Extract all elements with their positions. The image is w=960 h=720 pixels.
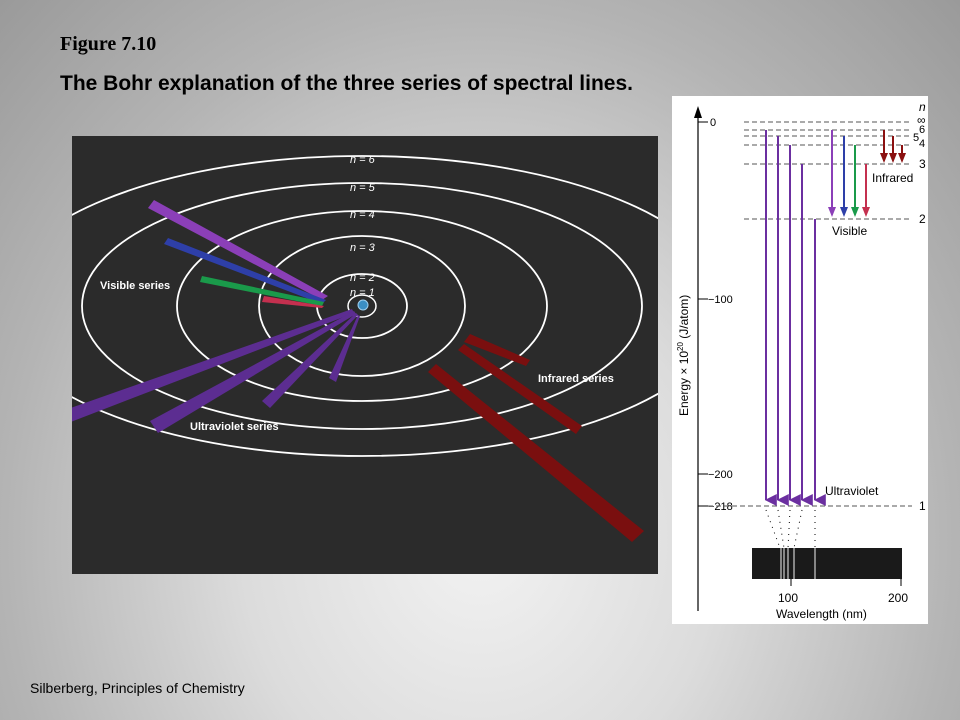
projection-1 bbox=[765, 509, 781, 549]
level-label-6: 6 bbox=[919, 124, 925, 136]
figure-title: The Bohr explanation of the three series… bbox=[60, 72, 633, 95]
visible-arrowhead-blue bbox=[840, 207, 848, 217]
orbit-n1 bbox=[347, 294, 377, 318]
tick-label-neg200: −200 bbox=[708, 469, 733, 481]
orbit-label-n3: n = 3 bbox=[350, 242, 376, 254]
projection-3 bbox=[787, 509, 791, 549]
uv-series-label: Ultraviolet bbox=[825, 484, 879, 498]
visible-transition-blue bbox=[164, 238, 326, 304]
projection-4 bbox=[793, 509, 803, 549]
level-label-inf: ∞ bbox=[917, 113, 926, 127]
tick-label-neg218: −218 bbox=[708, 501, 733, 513]
infrared-series-label: Infrared series bbox=[538, 373, 614, 385]
wavelength-tick-label-100: 100 bbox=[778, 591, 798, 605]
visible-transition-red bbox=[262, 296, 324, 308]
energy-panel-background bbox=[672, 96, 928, 624]
orbit-n6 bbox=[72, 155, 658, 457]
figure-label: Figure 7.10 bbox=[60, 33, 157, 55]
n-header: n bbox=[919, 100, 926, 114]
ir-transition-3 bbox=[428, 364, 644, 542]
level-label-4: 4 bbox=[919, 138, 925, 150]
bohr-orbit-diagram: n = 6 n = 5 n = 4 n = 3 n = 2 n = 1 Visi… bbox=[72, 136, 658, 574]
visible-arrowhead-green bbox=[851, 207, 859, 217]
spectrum-strip bbox=[752, 548, 902, 579]
ir-arrowhead-3 bbox=[898, 153, 906, 163]
level-label-1: 1 bbox=[919, 499, 926, 513]
orbit-label-n1: n = 1 bbox=[350, 287, 375, 299]
ir-arrowhead-1 bbox=[880, 153, 888, 163]
visible-series-label: Visible series bbox=[100, 280, 170, 292]
visible-transition-green bbox=[200, 276, 324, 306]
ir-series-label: Infrared bbox=[872, 171, 913, 185]
uv-transition-3 bbox=[262, 313, 358, 408]
credit-line: Silberberg, Principles of Chemistry bbox=[30, 680, 245, 696]
wavelength-axis-title: Wavelength (nm) bbox=[776, 607, 867, 621]
orbit-n4 bbox=[176, 210, 548, 402]
tick-label-0: 0 bbox=[710, 117, 716, 129]
uv-transition-2 bbox=[150, 311, 356, 433]
orbit-n3 bbox=[258, 235, 466, 377]
visible-series-label-right: Visible bbox=[832, 224, 867, 238]
orbit-label-n2: n = 2 bbox=[350, 272, 375, 284]
visible-arrowhead-violet bbox=[828, 207, 836, 217]
level-label-5: 5 bbox=[913, 132, 919, 144]
visible-arrowhead-red bbox=[862, 207, 870, 217]
ir-transition-1 bbox=[464, 334, 530, 366]
ir-arrowhead-2 bbox=[889, 153, 897, 163]
orbit-label-n5: n = 5 bbox=[350, 182, 376, 194]
level-label-2: 2 bbox=[919, 212, 926, 226]
energy-axis-arrow bbox=[694, 106, 702, 118]
wavelength-tick-label-200: 200 bbox=[888, 591, 908, 605]
uv-transition-1 bbox=[72, 309, 354, 422]
ultraviolet-series-label: Ultraviolet series bbox=[190, 421, 279, 433]
orbit-label-n6: n = 6 bbox=[350, 154, 376, 166]
tick-label-neg100: −100 bbox=[708, 294, 733, 306]
ir-transition-2 bbox=[458, 344, 582, 434]
level-label-3: 3 bbox=[919, 157, 926, 171]
orbit-label-n4: n = 4 bbox=[350, 209, 375, 221]
orbit-n5 bbox=[81, 182, 643, 430]
energy-level-diagram: n 0 −100 −200 −218 Energy × 1020 (J/atom… bbox=[672, 96, 928, 624]
nucleus bbox=[357, 299, 369, 311]
uv-transition-4 bbox=[329, 315, 360, 382]
projection-2 bbox=[777, 509, 785, 549]
visible-transition-violet bbox=[148, 200, 328, 300]
energy-axis-title: Energy × 1020 (J/atom) bbox=[676, 295, 691, 416]
orbit-background bbox=[72, 136, 658, 574]
